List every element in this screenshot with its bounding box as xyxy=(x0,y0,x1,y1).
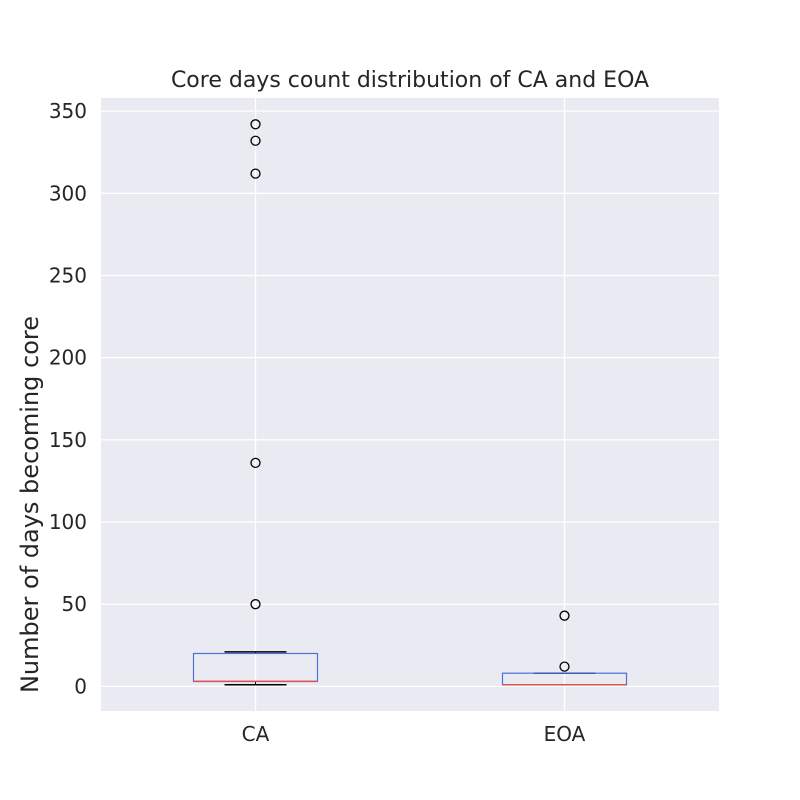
outlier-point xyxy=(250,457,261,468)
y-tick-label: 350 xyxy=(49,99,87,123)
x-tick-labels: CA EOA xyxy=(242,722,586,746)
y-tick-label: 0 xyxy=(74,674,87,698)
boxes xyxy=(192,119,628,686)
outlier-point xyxy=(559,610,570,621)
outlier-point xyxy=(559,661,570,672)
box-ca xyxy=(192,119,319,686)
y-tick-labels: 0 50 100 150 200 250 300 350 xyxy=(49,99,87,698)
plot-area xyxy=(101,98,719,711)
x-tick-label: CA xyxy=(242,722,270,746)
box-eoa xyxy=(501,610,628,686)
x-tick-label: EOA xyxy=(544,722,586,746)
y-tick-label: 100 xyxy=(49,510,87,534)
chart-title: Core days count distribution of CA and E… xyxy=(171,68,649,93)
outlier-point xyxy=(250,119,261,130)
grid-lines xyxy=(101,98,719,711)
y-tick-label: 50 xyxy=(62,592,87,616)
y-tick-label: 250 xyxy=(49,263,87,287)
y-tick-label: 200 xyxy=(49,346,87,370)
outlier-point xyxy=(250,599,261,610)
y-axis-label: Number of days becoming core xyxy=(16,316,44,693)
outlier-point xyxy=(250,135,261,146)
y-tick-label: 300 xyxy=(49,181,87,205)
outlier-point xyxy=(250,168,261,179)
y-tick-label: 150 xyxy=(49,428,87,452)
